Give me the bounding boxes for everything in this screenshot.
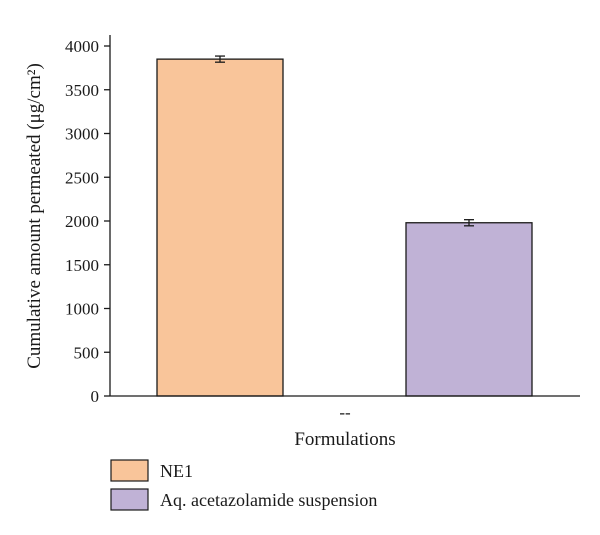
- legend-label: Aq. acetazolamide suspension: [160, 490, 377, 510]
- y-tick-label: 500: [74, 343, 100, 362]
- legend: NE1 Aq. acetazolamide suspension: [110, 459, 377, 511]
- y-tick-label: 2000: [65, 212, 99, 231]
- bar-aq-suspension: [405, 222, 533, 397]
- bars-group: [156, 58, 533, 397]
- y-tick-label: 1500: [65, 256, 99, 275]
- x-tick-label: --: [339, 403, 351, 422]
- legend-label: NE1: [160, 461, 193, 481]
- y-ticks-group: 0 500 1000 1500 2000 2500 3000 3500 4000: [65, 37, 110, 406]
- y-tick-label: 3000: [65, 125, 99, 144]
- y-tick-label: 4000: [65, 37, 99, 56]
- y-tick-label: 3500: [65, 81, 99, 100]
- bar-ne1: [156, 58, 284, 397]
- y-tick-label: 1000: [65, 300, 99, 319]
- x-axis-title: Formulations: [294, 429, 395, 450]
- axes-group: [109, 35, 580, 397]
- y-tick-label: 0: [91, 387, 100, 406]
- legend-swatch: [110, 488, 149, 511]
- y-tick-label: 2500: [65, 168, 99, 187]
- error-bars-group: [215, 55, 474, 227]
- y-axis-title: Cumulative amount permeated (μg/cm²): [24, 63, 45, 369]
- legend-swatch: [110, 459, 149, 482]
